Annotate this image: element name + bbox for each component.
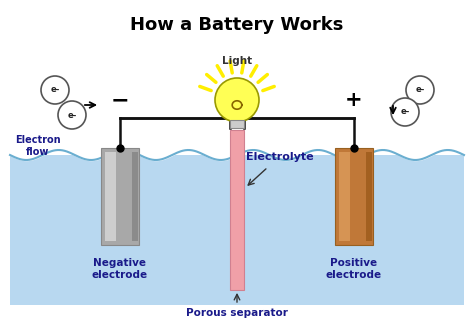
Bar — [339, 152, 350, 241]
Circle shape — [406, 76, 434, 104]
Bar — [366, 152, 372, 241]
Bar — [10, 155, 464, 305]
Text: Porous separator: Porous separator — [186, 308, 288, 318]
Text: e-: e- — [50, 86, 60, 95]
Circle shape — [58, 101, 86, 129]
Text: Electrolyte: Electrolyte — [246, 152, 314, 162]
Bar — [101, 148, 139, 245]
Text: e-: e- — [401, 108, 410, 117]
Bar — [230, 130, 244, 290]
Bar — [335, 148, 373, 245]
Text: e-: e- — [67, 111, 77, 120]
Bar — [230, 120, 244, 128]
Text: e-: e- — [415, 86, 425, 95]
Text: Positive
electrode: Positive electrode — [326, 258, 382, 280]
Circle shape — [215, 78, 259, 122]
Text: Negative
electrode: Negative electrode — [92, 258, 148, 280]
Circle shape — [41, 76, 69, 104]
Text: Electron
flow: Electron flow — [15, 135, 61, 157]
Text: +: + — [345, 90, 363, 110]
Bar — [105, 152, 117, 241]
Text: How a Battery Works: How a Battery Works — [130, 16, 344, 34]
Text: Light: Light — [222, 56, 252, 66]
Circle shape — [391, 98, 419, 126]
Text: −: − — [111, 90, 129, 110]
Bar — [132, 152, 138, 241]
